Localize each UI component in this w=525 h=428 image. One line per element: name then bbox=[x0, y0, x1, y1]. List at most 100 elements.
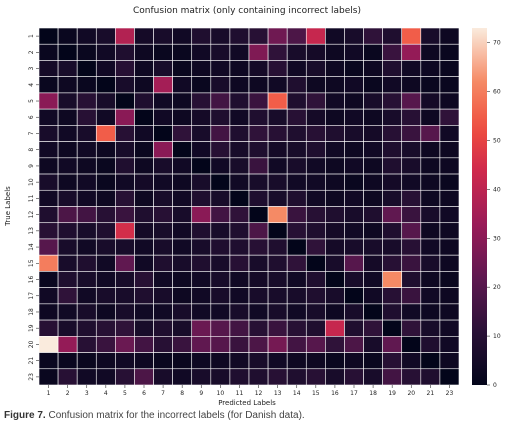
heatmap-cell bbox=[115, 189, 135, 207]
heatmap-cell bbox=[305, 27, 326, 45]
heatmap-cell bbox=[344, 336, 364, 353]
heatmap-cell bbox=[57, 319, 78, 337]
heatmap-cell bbox=[115, 254, 135, 272]
heatmap-cell bbox=[172, 222, 193, 240]
heatmap-cell bbox=[172, 92, 193, 110]
heatmap-cell bbox=[115, 368, 135, 386]
heatmap-cell bbox=[210, 336, 231, 353]
heatmap-cell bbox=[76, 125, 97, 142]
heatmap-cell bbox=[325, 336, 345, 353]
x-axis-label: Predicted Labels bbox=[218, 399, 276, 407]
x-tick-label: 5 bbox=[123, 390, 127, 397]
heatmap-cell bbox=[153, 271, 173, 288]
heatmap-cell bbox=[401, 303, 422, 321]
heatmap-cell bbox=[38, 108, 59, 126]
heatmap-cell bbox=[401, 189, 422, 207]
heatmap-cell bbox=[325, 141, 345, 159]
heatmap-cell bbox=[325, 352, 345, 370]
heatmap-cell bbox=[95, 60, 116, 77]
heatmap-cell bbox=[344, 141, 364, 159]
heatmap-cell bbox=[95, 189, 116, 207]
heatmap-cell bbox=[115, 108, 135, 126]
heatmap-cell bbox=[95, 271, 116, 288]
heatmap-cell bbox=[401, 271, 422, 288]
y-tick-label: 13 bbox=[28, 227, 35, 235]
heatmap-cell bbox=[401, 254, 422, 272]
heatmap-cell bbox=[286, 125, 307, 142]
heatmap-cell bbox=[210, 238, 231, 256]
heatmap-cell bbox=[344, 238, 364, 256]
heatmap-cell bbox=[439, 336, 460, 353]
heatmap-cell bbox=[57, 108, 78, 126]
heatmap-cell bbox=[267, 287, 288, 305]
heatmap-cell bbox=[134, 206, 154, 224]
heatmap-cell bbox=[229, 43, 250, 61]
heatmap-cell bbox=[57, 352, 78, 370]
heatmap-cell bbox=[401, 76, 422, 94]
y-tick-label: 14 bbox=[28, 243, 35, 251]
heatmap-cell bbox=[267, 173, 288, 191]
heatmap-cell bbox=[115, 319, 135, 337]
heatmap-cell bbox=[382, 271, 403, 288]
heatmap-cell bbox=[439, 254, 460, 272]
heatmap-cell bbox=[153, 92, 173, 110]
heatmap-cell bbox=[382, 108, 403, 126]
heatmap-cell bbox=[172, 108, 193, 126]
y-tick-label: 5 bbox=[28, 99, 35, 103]
heatmap-cell bbox=[38, 125, 59, 142]
heatmap-cell bbox=[401, 27, 422, 45]
heatmap-cell bbox=[134, 368, 154, 386]
heatmap-cell bbox=[286, 60, 307, 77]
y-tick-label: 10 bbox=[28, 178, 35, 186]
heatmap-cell bbox=[401, 141, 422, 159]
heatmap-cell bbox=[363, 271, 383, 288]
heatmap-cell bbox=[248, 336, 269, 353]
heatmap-cell bbox=[153, 27, 173, 45]
heatmap-cell bbox=[172, 271, 193, 288]
heatmap-cell bbox=[76, 60, 97, 77]
x-tick-label: 16 bbox=[331, 390, 339, 397]
heatmap-cell bbox=[305, 254, 326, 272]
heatmap-cell bbox=[325, 125, 345, 142]
heatmap-cell bbox=[248, 92, 269, 110]
heatmap-cell bbox=[420, 27, 441, 45]
x-tick-label: 21 bbox=[427, 390, 435, 397]
colorbar-ticks: 0 10 20 30 40 50 60 70 bbox=[487, 40, 501, 389]
heatmap-cell bbox=[95, 141, 116, 159]
heatmap-cell bbox=[267, 271, 288, 288]
heatmap-cell bbox=[439, 173, 460, 191]
heatmap-cell bbox=[76, 303, 97, 321]
heatmap-cell bbox=[382, 287, 403, 305]
heatmap-cell bbox=[76, 287, 97, 305]
heatmap-cell bbox=[286, 141, 307, 159]
x-tick-label: 4 bbox=[104, 390, 108, 397]
y-tick-label: 7 bbox=[28, 131, 35, 135]
y-tick-label: 21 bbox=[28, 357, 35, 365]
heatmap-cell bbox=[134, 141, 154, 159]
heatmap-cell bbox=[439, 222, 460, 240]
heatmap-cell bbox=[267, 189, 288, 207]
heatmap-cell bbox=[439, 92, 460, 110]
heatmap-cell bbox=[76, 76, 97, 94]
heatmap-cell bbox=[38, 368, 59, 386]
heatmap-cell bbox=[115, 287, 135, 305]
heatmap-cell bbox=[172, 287, 193, 305]
heatmap-cell bbox=[229, 368, 250, 386]
heatmap-cell bbox=[363, 319, 383, 337]
heatmap-cell bbox=[191, 368, 212, 386]
x-tick-label: 9 bbox=[199, 390, 203, 397]
heatmap-cell bbox=[210, 157, 231, 175]
heatmap-cell bbox=[267, 206, 288, 224]
colorbar-tick-label: 70 bbox=[493, 40, 501, 47]
heatmap-cell bbox=[325, 238, 345, 256]
heatmap-cell bbox=[286, 76, 307, 94]
heatmap-cell bbox=[305, 76, 326, 94]
heatmap-cell bbox=[210, 287, 231, 305]
heatmap-cell bbox=[382, 173, 403, 191]
y-tick-label: 6 bbox=[28, 115, 35, 119]
heatmap-cell bbox=[401, 125, 422, 142]
heatmap-cell bbox=[286, 206, 307, 224]
heatmap-cell bbox=[420, 287, 441, 305]
heatmap-cell bbox=[191, 254, 212, 272]
heatmap-cell bbox=[344, 108, 364, 126]
